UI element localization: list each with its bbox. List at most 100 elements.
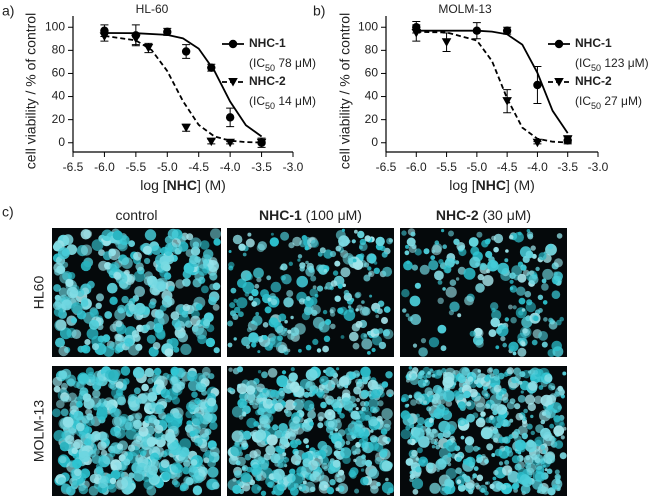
cell [250,431,256,437]
cell [229,302,236,309]
cell [467,376,474,382]
cell [53,385,61,393]
cell [152,342,161,350]
cell [374,406,380,413]
cell [355,397,361,403]
cell [127,300,134,307]
cell [535,462,543,470]
cell [514,463,522,471]
cell [168,442,180,454]
cell [514,403,521,410]
cell [208,373,215,380]
cell [227,342,233,348]
cell [180,343,192,355]
cell [360,332,368,340]
cell [252,403,259,409]
cell [504,258,509,263]
cell [257,407,265,416]
cell [311,391,316,396]
cell [523,408,528,414]
cell [53,284,61,292]
cell [377,400,384,407]
cell [515,412,524,421]
cell [343,400,354,411]
cell [128,240,136,248]
cell [228,367,233,372]
cell [495,345,500,350]
cell [305,260,309,265]
cell [412,343,418,348]
cell [267,368,278,378]
cell [303,419,308,424]
cell [198,399,209,410]
cell [241,440,248,448]
cell [171,318,181,328]
cell [363,405,370,412]
cell [88,319,100,330]
cell [207,397,216,407]
cell [55,337,65,348]
cell [271,398,278,405]
cell [366,331,372,336]
cell [353,458,357,463]
legend-note-part: (IC [249,94,265,108]
cell [492,476,497,481]
cell [115,381,124,389]
cell [146,485,157,496]
data-point [225,113,235,122]
cell [259,416,271,428]
cell [438,420,451,433]
cell [133,270,146,282]
cell [482,275,494,287]
cell [80,468,91,479]
cell [487,259,499,272]
cell [537,376,544,383]
cell [317,422,324,429]
cell [456,456,462,463]
cell [323,335,331,342]
cell [528,381,538,391]
cell [402,308,407,313]
cell [292,399,305,411]
cell [189,430,196,437]
cell [88,450,97,458]
x-tick-label: -6.5 [376,160,397,174]
cell [97,441,107,451]
cell [457,484,466,492]
cell [251,320,255,324]
cell [416,447,423,454]
cell [405,313,410,318]
cell [335,487,340,492]
cell [369,294,373,298]
cell [288,372,298,382]
cell [491,307,496,313]
cell [464,436,475,446]
cell [287,432,297,441]
cell [350,410,360,420]
cell [234,306,241,314]
cell [463,475,471,483]
cell [516,286,526,296]
cell [494,448,503,457]
cell [332,270,339,276]
cell [379,450,388,458]
y-tick-label: 80 [365,43,379,57]
cell [550,402,562,413]
cell [352,370,361,378]
cell [420,338,427,344]
cell [337,429,346,437]
cell [466,401,472,407]
cell [431,373,436,378]
cell [301,452,309,460]
cell [337,283,343,289]
cell [370,485,379,494]
cell [209,257,218,266]
cell [489,373,495,379]
cell [548,320,558,330]
cell [427,462,434,470]
cell [85,367,94,376]
cell [473,396,486,408]
cell [148,301,156,309]
cell [279,266,284,270]
cell [230,310,236,317]
